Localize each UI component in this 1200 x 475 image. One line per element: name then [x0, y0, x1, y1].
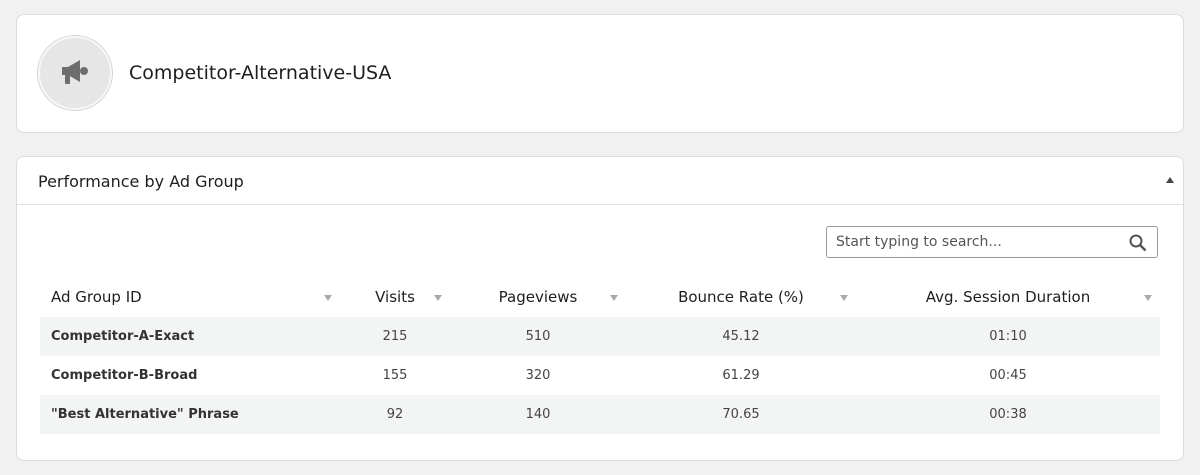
column-header[interactable]: Pageviews — [450, 277, 626, 317]
table-cell: 45.12 — [626, 317, 856, 356]
panel-header[interactable]: Performance by Ad Group — [17, 157, 1183, 205]
sort-icon[interactable] — [324, 295, 332, 301]
table-cell: "Best Alternative" Phrase — [40, 395, 340, 434]
campaign-title: Competitor-Alternative-USA — [129, 62, 392, 84]
table-cell: 01:10 — [856, 317, 1160, 356]
table-cell: 61.29 — [722, 368, 760, 383]
search-input[interactable]: Start typing to search... — [826, 226, 1158, 258]
table-cell: 70.65 — [626, 395, 856, 434]
column-header[interactable]: Bounce Rate (%) — [626, 277, 856, 317]
table-cell: 510 — [450, 317, 626, 356]
column-header[interactable]: Ad Group ID — [40, 277, 340, 317]
panel-title: Performance by Ad Group — [38, 172, 244, 191]
table-cell: 215 — [340, 317, 450, 356]
table-row: Competitor-A-Exact 215 510 45.12 01:10 — [40, 317, 1160, 356]
column-header[interactable]: Avg. Session Duration — [856, 277, 1160, 317]
search-placeholder: Start typing to search... — [836, 234, 1002, 250]
table-cell: Competitor-B-Broad — [51, 368, 198, 383]
sort-icon[interactable] — [610, 295, 618, 301]
table-cell: 140 — [450, 395, 626, 434]
column-header[interactable]: Visits — [340, 277, 450, 317]
table-cell: 00:38 — [856, 395, 1160, 434]
table-cell: 92 — [340, 395, 450, 434]
table-cell: 155 — [382, 368, 408, 383]
header-card: Competitor-Alternative-USA — [16, 14, 1184, 133]
data-table: Ad Group ID Visits Pageviews Bounce Rate (%… — [40, 277, 1160, 434]
collapse-toggle[interactable] — [1166, 177, 1174, 183]
table-row: Competitor-B-Broad 155 320 61.29 00:45 — [40, 356, 1160, 395]
table-cell: 00:45 — [989, 368, 1027, 383]
campaign-icon — [38, 36, 112, 110]
performance-panel: Performance by Ad Group Start typing to … — [16, 156, 1184, 461]
sort-icon[interactable] — [434, 295, 442, 301]
sort-icon[interactable] — [840, 295, 848, 301]
table-cell: Competitor-A-Exact — [40, 317, 340, 356]
table-row: "Best Alternative" Phrase 92 140 70.65 00:38 — [40, 395, 1160, 434]
sort-icon[interactable] — [1144, 295, 1152, 301]
table-cell: 320 — [525, 368, 551, 383]
